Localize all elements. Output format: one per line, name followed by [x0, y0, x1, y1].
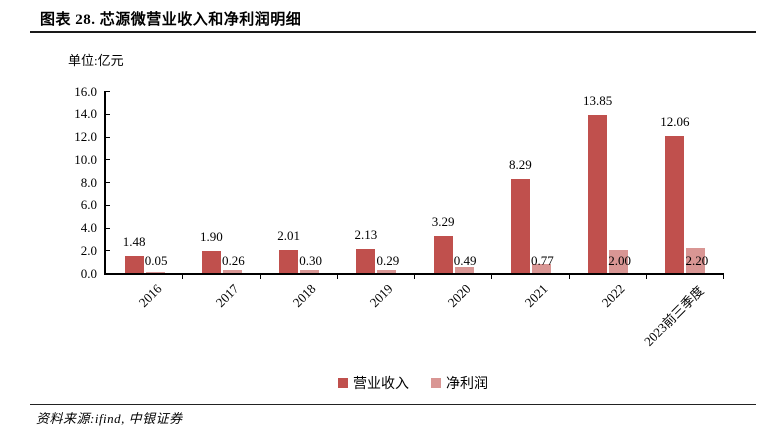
y-axis-label: 0.0: [80, 265, 97, 281]
profit-bar: [609, 250, 629, 273]
profit-bar: [300, 269, 320, 273]
y-tick: [105, 91, 110, 92]
y-axis-label: 12.0: [74, 129, 97, 144]
profit-value-label: 0.05: [144, 253, 168, 268]
y-tick: [105, 159, 110, 161]
x-tick: [568, 275, 570, 279]
x-tick: [491, 275, 493, 279]
revenue-bar: [201, 251, 221, 273]
profit-value-label: 2.20: [685, 253, 709, 268]
revenue-bar: [588, 115, 608, 273]
x-axis-label: 2022: [598, 281, 628, 310]
x-axis-label: 2016: [135, 281, 165, 310]
y-axis-label: 2.0: [80, 242, 97, 258]
y-axis-label: 8.0: [80, 174, 97, 190]
y-axis-label: 14.0: [74, 106, 97, 122]
y-tick: [105, 204, 110, 206]
y-tick: [105, 182, 110, 183]
revenue-value-label: 1.90: [200, 229, 223, 245]
legend-swatch-icon: [338, 378, 348, 388]
profit-value-label: 0.30: [299, 253, 322, 268]
revenue-bar: [433, 235, 453, 273]
revenue-value-label: 2.01: [277, 228, 300, 244]
legend-item: 营业收入: [338, 373, 409, 393]
x-axis-label: 2019: [366, 281, 396, 310]
legend-item: 净利润: [431, 373, 488, 393]
x-axis-label: 2017: [212, 281, 242, 310]
revenue-value-label: 2.13: [354, 226, 378, 242]
profit-bar: [377, 269, 397, 273]
x-axis-label: 2021: [521, 281, 551, 310]
y-axis-label: 10.0: [74, 151, 97, 167]
revenue-value-label: 12.06: [660, 113, 690, 129]
y-axis-label: 6.0: [80, 197, 97, 213]
y-tick: [105, 227, 110, 229]
profit-bar: [222, 270, 242, 273]
revenue-bar: [510, 178, 530, 273]
profit-bar: [145, 272, 165, 273]
profit-value-label: 0.49: [453, 253, 477, 268]
profit-value-label: 0.29: [376, 253, 400, 268]
revenue-bar: [356, 248, 376, 273]
profit-value-label: 0.77: [531, 253, 554, 268]
profit-bar: [531, 264, 551, 273]
revenue-value-label: 1.48: [122, 234, 146, 250]
y-axis-label: 4.0: [80, 220, 97, 235]
x-axis-label: 2023前三季度: [641, 283, 708, 349]
y-axis-label: 16.0: [74, 83, 97, 99]
revenue-bar: [279, 250, 299, 273]
x-tick: [645, 275, 647, 279]
x-tick: [259, 275, 261, 279]
profit-value-label: 2.00: [608, 253, 631, 268]
legend-swatch-icon: [431, 378, 441, 388]
y-tick: [105, 113, 110, 115]
profit-bar: [686, 247, 706, 273]
legend-series-label: 营业收入: [353, 377, 409, 392]
profit-value-label: 0.26: [222, 253, 245, 268]
figure-title: 图表 28. 芯源微营业收入和净利润明细: [40, 12, 302, 28]
x-tick: [723, 275, 724, 279]
revenue-value-label: 13.85: [583, 93, 613, 109]
y-tick: [105, 250, 110, 252]
revenue-value-label: 8.29: [509, 156, 532, 172]
title-divider: [30, 31, 756, 33]
x-tick: [414, 275, 415, 279]
revenue-bar: [124, 256, 144, 273]
x-tick: [336, 275, 338, 279]
x-tick: [182, 275, 184, 279]
source-note: 资料来源:ifind, 中银证券: [36, 411, 183, 426]
revenue-value-label: 3.29: [431, 213, 455, 229]
footer-divider: [30, 404, 756, 405]
unit-label: 单位:亿元: [68, 53, 124, 68]
x-axis-label: 2018: [289, 281, 319, 310]
y-tick: [105, 136, 110, 138]
bar-chart-plot-area: 1.48 0.05 2016 1.90 0.26 2017 2.01 0.30 2018 2.13…: [104, 91, 724, 349]
revenue-bar: [665, 135, 685, 273]
x-axis-label: 2020: [444, 281, 474, 310]
profit-bar: [454, 267, 474, 273]
legend-series-label: 净利润: [446, 377, 488, 392]
chart-legend: 营业收入 净利润: [104, 373, 722, 393]
